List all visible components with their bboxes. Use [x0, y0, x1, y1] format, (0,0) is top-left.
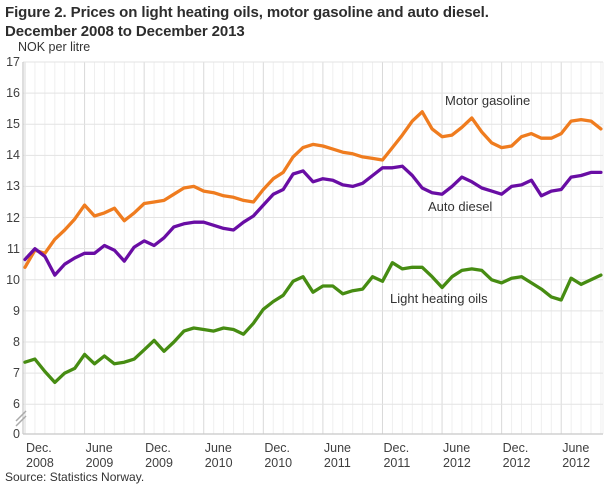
y-tick-label: 6 [13, 397, 20, 412]
y-tick-label: 11 [7, 241, 20, 256]
y-tick-label: 15 [6, 117, 20, 132]
y-tick-label: 14 [6, 148, 20, 163]
x-tick-label: June 2010 [204, 441, 233, 470]
x-tick-label: Dec. 2012 [502, 441, 531, 470]
series-line-light-heating-oils [23, 261, 603, 385]
source-credit: Source: Statistics Norway. [5, 470, 145, 484]
y-tick-label: 10 [6, 272, 20, 287]
y-tick-label: 16 [6, 86, 20, 101]
x-tick-label: June 2012 [562, 441, 591, 470]
chart-title-line-1: Figure 2. Prices on light heating oils, … [5, 4, 489, 21]
y-tick-label: 9 [13, 303, 20, 318]
series-label-motor-gasoline: Motor gasoline [445, 93, 531, 108]
y-tick-label: 7 [13, 366, 20, 381]
x-tick-label: June 2009 [85, 441, 114, 470]
axis-break-mark [15, 410, 27, 422]
x-tick-label: Dec. 2011 [383, 441, 411, 470]
x-tick-label: June 2012 [443, 441, 471, 470]
chart-title-line-2: December 2008 to December 2013 [5, 23, 245, 40]
y-tick-label: 17 [6, 55, 20, 69]
series-line-motor-gasoline [23, 110, 603, 269]
x-tick-label: June 2011 [323, 441, 351, 470]
axis-break-mark [15, 415, 27, 427]
x-tick-label: Dec. 2009 [145, 441, 173, 470]
y-axis-unit-label: NOK per litre [18, 40, 91, 54]
series-line-auto-diesel [23, 164, 603, 277]
y-tick-label: 13 [6, 179, 20, 194]
series-label-light-heating-oils: Light heating oils [390, 291, 488, 306]
x-tick-label: Dec. 2010 [264, 441, 293, 470]
y-tick-label: 12 [6, 210, 20, 225]
y-tick-label: 0 [13, 427, 20, 441]
y-tick-label: 8 [13, 334, 20, 349]
series-label-auto-diesel: Auto diesel [428, 199, 493, 214]
x-tick-label: Dec. 2008 [26, 441, 54, 470]
